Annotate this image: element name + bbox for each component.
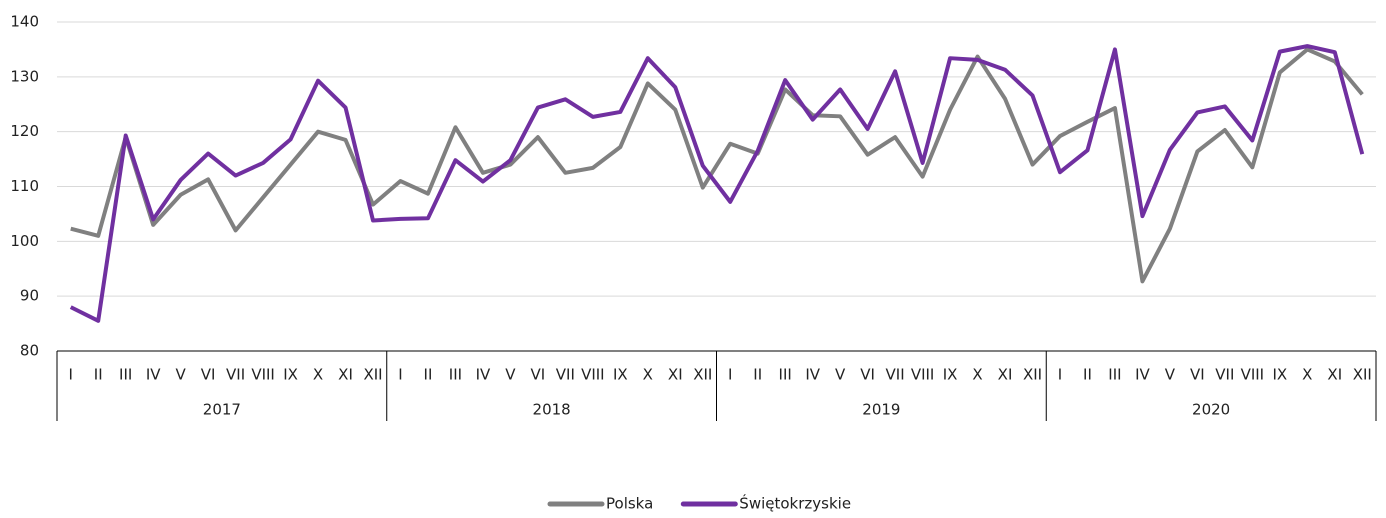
y-tick-label: 90	[20, 287, 39, 305]
x-tick-label: X	[972, 366, 982, 384]
x-tick-label: VI	[860, 366, 875, 384]
x-tick-label: III	[779, 366, 792, 384]
group-label: 2020	[1192, 401, 1230, 419]
x-tick-label: IV	[146, 366, 161, 384]
x-tick-label: III	[449, 366, 462, 384]
group-label: 2019	[862, 401, 900, 419]
x-tick-label: XI	[998, 366, 1013, 384]
x-tick-label: X	[643, 366, 653, 384]
y-tick-label: 100	[10, 232, 39, 250]
x-tick-label: III	[1108, 366, 1121, 384]
x-tick-label: II	[94, 366, 103, 384]
x-tick-label: VII	[1215, 366, 1234, 384]
x-tick-label: XII	[693, 366, 712, 384]
x-tick-label: VIII	[1241, 366, 1265, 384]
x-tick-label: IX	[943, 366, 958, 384]
x-tick-label: VI	[531, 366, 546, 384]
y-tick-label: 80	[20, 342, 39, 360]
x-tick-label: II	[753, 366, 762, 384]
x-tick-label: V	[505, 366, 516, 384]
x-tick-label: XI	[338, 366, 353, 384]
x-tick-label: XII	[1353, 366, 1372, 384]
x-tick-label: VIII	[251, 366, 275, 384]
x-tick-label: XI	[668, 366, 683, 384]
y-tick-label: 120	[10, 122, 39, 140]
x-tick-label: IX	[613, 366, 628, 384]
x-tick-label: III	[119, 366, 132, 384]
x-tick-label: X	[1302, 366, 1312, 384]
x-tick-label: XII	[363, 366, 382, 384]
x-tick-label: V	[1165, 366, 1176, 384]
x-tick-label: XI	[1327, 366, 1342, 384]
x-tick-label: V	[835, 366, 846, 384]
x-tick-label: VIII	[581, 366, 605, 384]
x-tick-label: X	[313, 366, 323, 384]
x-tick-label: V	[176, 366, 187, 384]
x-tick-label: II	[424, 366, 433, 384]
x-tick-label: IV	[476, 366, 491, 384]
x-tick-label: I	[1058, 366, 1062, 384]
x-tick-label: IV	[1135, 366, 1150, 384]
legend-label: Polska	[606, 495, 653, 513]
x-tick-label: XII	[1023, 366, 1042, 384]
x-tick-label: VII	[886, 366, 905, 384]
x-tick-label: VII	[556, 366, 575, 384]
x-tick-label: IX	[283, 366, 298, 384]
y-tick-label: 110	[10, 177, 39, 195]
y-tick-label: 130	[10, 67, 39, 85]
legend-label: Świętokrzyskie	[739, 494, 851, 513]
x-tick-label: VI	[1190, 366, 1205, 384]
x-tick-label: I	[728, 366, 732, 384]
x-tick-label: IV	[805, 366, 820, 384]
x-tick-label: VIII	[911, 366, 935, 384]
y-tick-label: 140	[10, 13, 39, 31]
x-tick-label: II	[1083, 366, 1092, 384]
series-line	[70, 47, 1364, 284]
group-label: 2018	[533, 401, 571, 419]
x-tick-label: I	[398, 366, 402, 384]
group-label: 2017	[203, 401, 241, 419]
x-tick-label: VI	[201, 366, 216, 384]
series-line	[69, 44, 1365, 323]
x-tick-label: I	[69, 366, 73, 384]
x-tick-label: IX	[1272, 366, 1287, 384]
x-tick-label: VII	[226, 366, 245, 384]
